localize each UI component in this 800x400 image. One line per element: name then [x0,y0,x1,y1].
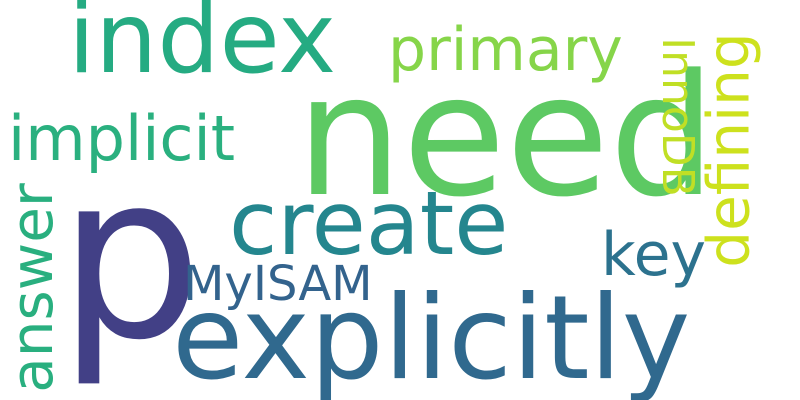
word-create: create [229,172,509,275]
word-index: index [68,0,337,96]
word-explicitly: explicitly [172,271,691,400]
word-p: p [58,124,203,390]
word-key: key [601,220,707,290]
word-MyISAM: MyISAM [183,256,373,312]
word-answer: answer [0,183,66,393]
word-InnoDB: InnoDB [651,37,703,197]
word-defining: defining [694,32,763,268]
word-need: need [296,38,716,234]
word-primary: primary [388,15,623,85]
word-implicit: implicit [8,102,236,175]
